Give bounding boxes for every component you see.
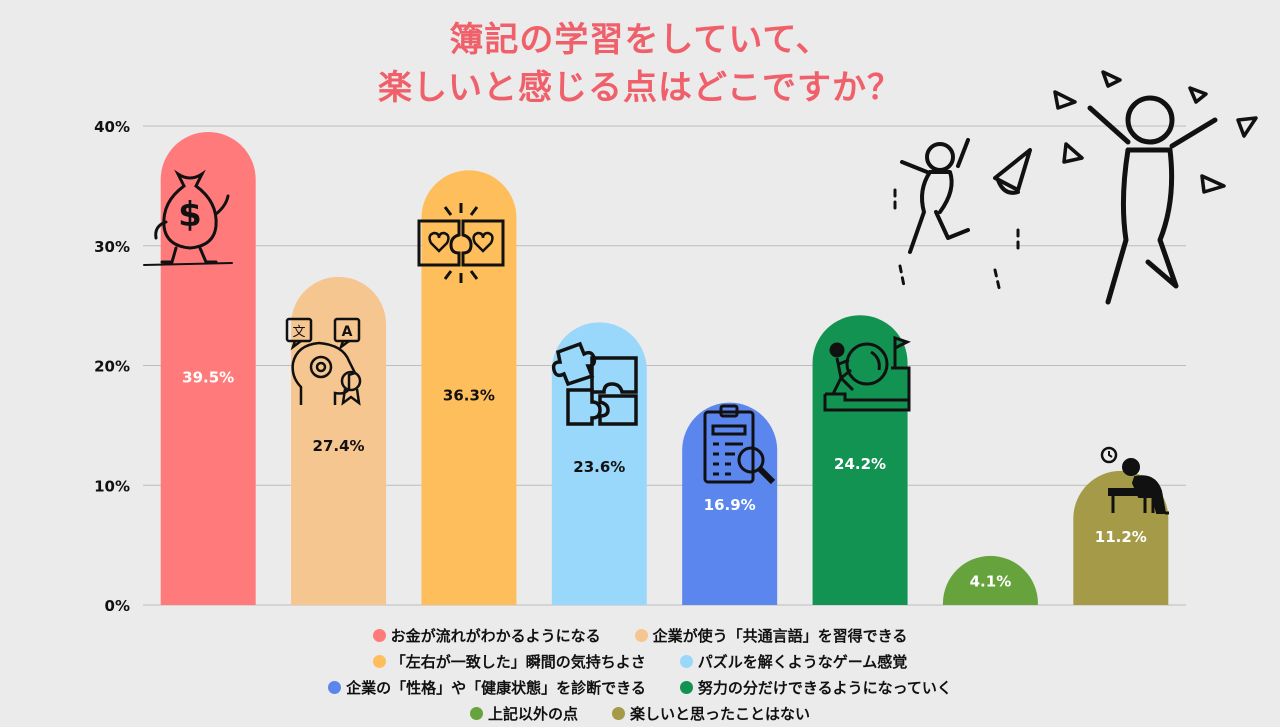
value-label-1: 27.4% xyxy=(313,437,365,455)
legend-swatch-4 xyxy=(328,680,342,694)
legend: お金が流れがわかるようになる 企業が使う「共通言語」を習得できる 「左右が一致し… xyxy=(0,622,1280,726)
y-axis-ticks: 0% 10% 20% 30% 40% xyxy=(94,118,130,615)
push-boulder-icon xyxy=(823,335,911,412)
value-label-0: 39.5% xyxy=(182,369,234,387)
y-tick-label-1: 10% xyxy=(94,477,130,495)
value-label-4: 16.9% xyxy=(704,496,756,514)
value-label-2: 36.3% xyxy=(443,387,495,405)
y-tick-label-4: 40% xyxy=(94,118,130,136)
bars xyxy=(160,131,1169,606)
legend-label-2: 「左右が一致した」瞬間の気持ちよさ xyxy=(390,652,646,671)
legend-item-6: 上記以外の点 xyxy=(469,703,578,724)
legend-label-6: 上記以外の点 xyxy=(487,704,578,723)
legend-label-0: お金が流れがわかるようになる xyxy=(390,626,601,645)
y-tick-label-3: 30% xyxy=(94,238,130,256)
svg-text:$: $ xyxy=(178,195,202,235)
chart-title: 簿記の学習をしていて、 楽しいと感じる点はどこですか？ xyxy=(0,16,1280,112)
jumping-person-icon xyxy=(893,138,1032,294)
translate-head-icon: 文 A xyxy=(285,317,362,406)
y-tick-label-2: 20% xyxy=(94,358,130,376)
legend-item-5: 努力の分だけできるようになっていく xyxy=(679,677,952,698)
legend-item-3: パズルを解くようなゲーム感覚 xyxy=(679,651,908,672)
legend-label-3: パズルを解くようなゲーム感覚 xyxy=(697,652,908,671)
title-line-1: 簿記の学習をしていて、 xyxy=(449,20,831,60)
legend-item-4: 企業の「性格」や「健康状態」を診断できる xyxy=(328,677,646,698)
legend-swatch-6 xyxy=(469,706,483,720)
puzzle-heart-icon xyxy=(417,203,505,283)
bar-0 xyxy=(160,131,256,606)
value-label-6: 4.1% xyxy=(970,572,1012,590)
title-line-2: 楽しいと感じる点はどこですか？ xyxy=(378,68,902,108)
value-labels: 39.5% 27.4% 36.3% 23.6% 16.9% 24.2% 4.1% 11.2% xyxy=(182,369,1147,591)
puzzle-icon xyxy=(551,341,638,426)
legend-item-1: 企業が使う「共通言語」を習得できる xyxy=(634,625,908,646)
value-label-5: 24.2% xyxy=(834,455,886,473)
clipboard-search-icon xyxy=(703,404,776,485)
svg-text:A: A xyxy=(342,324,353,340)
y-tick-label-0: 0% xyxy=(105,597,130,615)
legend-swatch-2 xyxy=(372,654,386,668)
money-bag-icon: $ xyxy=(143,169,233,266)
legend-swatch-3 xyxy=(679,654,693,668)
legend-item-0: お金が流れがわかるようになる xyxy=(372,625,601,646)
legend-item-7: 楽しいと思ったことはない xyxy=(612,703,810,724)
svg-text:文: 文 xyxy=(292,325,305,340)
cheering-person-icon xyxy=(1053,70,1258,305)
legend-swatch-7 xyxy=(612,706,625,720)
legend-item-2: 「左右が一致した」瞬間の気持ちよさ xyxy=(372,651,646,672)
legend-swatch-1 xyxy=(634,628,648,642)
legend-swatch-0 xyxy=(372,628,386,642)
legend-label-7: 楽しいと思ったことはない xyxy=(630,704,811,723)
legend-swatch-5 xyxy=(679,680,693,694)
legend-label-4: 企業の「性格」や「健康状態」を診断できる xyxy=(346,678,646,697)
legend-label-5: 努力の分だけできるようになっていく xyxy=(697,678,952,697)
value-label-3: 23.6% xyxy=(573,458,625,476)
legend-label-1: 企業が使う「共通言語」を習得できる xyxy=(652,626,908,645)
value-label-7: 11.2% xyxy=(1095,528,1147,546)
bar-6 xyxy=(942,555,1038,605)
tired-desk-icon xyxy=(1100,446,1169,515)
